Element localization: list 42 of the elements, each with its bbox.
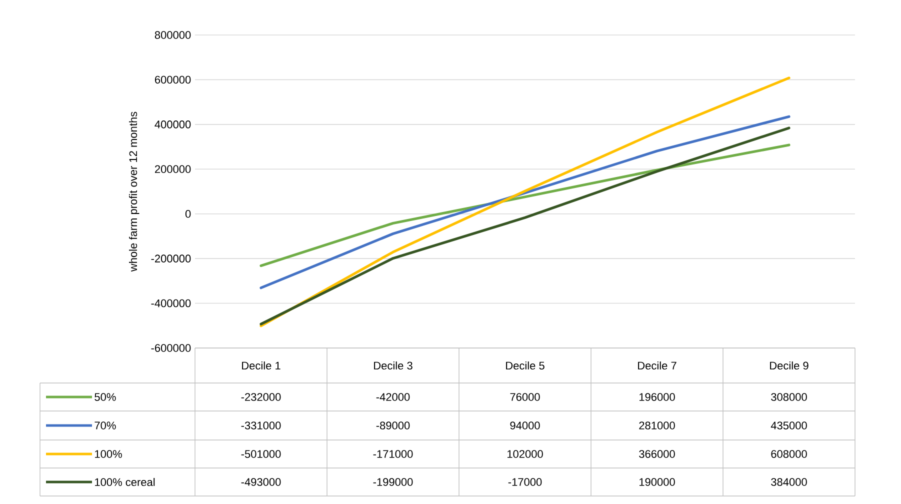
x-tick-label: Decile 9 (770, 361, 808, 370)
legend-label: 50% (94, 393, 116, 401)
data-label: 366000 (639, 450, 675, 458)
legend-label: 100% (95, 450, 122, 458)
x-tick-label: Decile 1 (242, 361, 280, 370)
data-label: 94000 (510, 422, 540, 430)
line-series (260, 76, 790, 328)
x-tick-label: Decile 5 (506, 361, 544, 370)
line-series (260, 126, 790, 326)
data-label: 190000 (639, 478, 675, 486)
y-tick-label: 0 (185, 210, 191, 218)
y-tick-label: 800000 (154, 31, 191, 39)
data-label: 435000 (770, 422, 807, 430)
data-label: 196000 (639, 393, 675, 401)
y-tick-label: -200000 (151, 254, 191, 262)
y-tick-label: 600000 (154, 76, 191, 84)
y-tick-label: 400000 (154, 120, 191, 128)
y-tick-label: -400000 (151, 299, 191, 308)
data-label: -199000 (373, 478, 413, 486)
data-label: 102000 (507, 450, 543, 458)
y-axis-title: whole farm profit over 12 months (128, 112, 140, 272)
y-tick-label: 200000 (154, 165, 191, 174)
data-label: 308000 (771, 393, 807, 401)
data-label: -493000 (241, 478, 281, 486)
data-label: -42000 (376, 393, 410, 401)
data-label: -17000 (508, 478, 542, 486)
data-label: -89000 (376, 422, 410, 430)
y-tick-label: -600000 (151, 344, 191, 352)
data-label: -501000 (241, 450, 281, 458)
line-series (260, 144, 790, 268)
legend-label: 100% cereal (95, 478, 155, 486)
legend-label: 70% (94, 422, 116, 430)
x-tick-label: Decile 7 (638, 361, 676, 370)
x-tick-label: Decile 3 (374, 361, 412, 370)
data-label: 608000 (771, 450, 807, 458)
data-label: -171000 (373, 450, 413, 458)
data-label: 281000 (639, 422, 675, 430)
data-label: 384000 (771, 478, 807, 486)
data-label: 76000 (510, 393, 540, 401)
data-label: -232000 (241, 393, 281, 401)
data-label: -331000 (241, 422, 281, 430)
line-series (260, 115, 790, 290)
